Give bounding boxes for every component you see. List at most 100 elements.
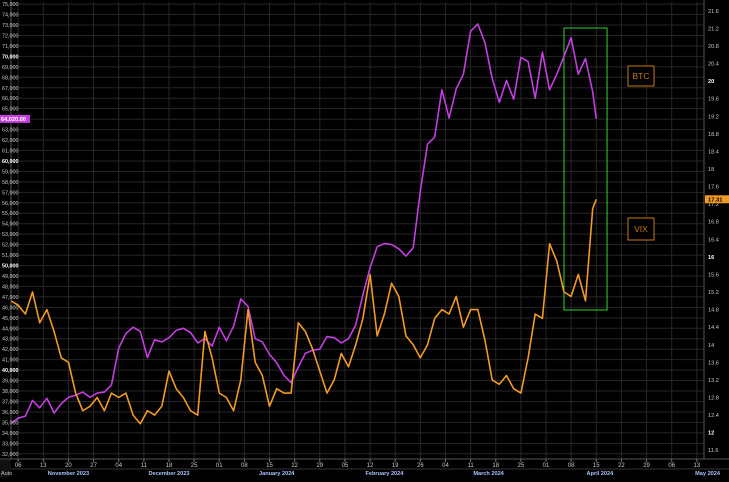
- right-axis-tick-label: 21.2: [708, 26, 719, 32]
- x-axis-month-label: March 2024: [473, 471, 504, 477]
- left-axis-tick-label: 38,000: [2, 389, 19, 395]
- x-axis-day-label: 13: [40, 463, 47, 469]
- x-axis-month-label: November 2023: [48, 471, 89, 477]
- x-axis-day-label: 20: [65, 463, 72, 469]
- left-axis-tick-label: 45,000: [2, 316, 19, 322]
- left-axis-tick-label: 52,000: [2, 243, 19, 249]
- series-labels: BTC VIX: [627, 65, 655, 241]
- left-axis-tick-label: 56,000: [2, 201, 19, 207]
- right-last-value-label: 17.31: [708, 198, 723, 204]
- auto-scale-label[interactable]: Auto: [1, 471, 12, 477]
- x-axis-day-label: 19: [392, 463, 399, 469]
- left-axis-tick-label: 39,000: [2, 379, 19, 385]
- right-axis-tick-label: 17.2: [708, 202, 719, 208]
- right-axis-tick-label: 20.8: [708, 44, 719, 50]
- left-axis-strip: [0, 0, 11, 459]
- right-last-value-badge: [705, 195, 729, 204]
- left-axis: 32,000 33,000 34,000 35,000 36,000 37,000 38,0…: [0, 0, 30, 459]
- left-axis-tick-label: 32,000: [2, 452, 19, 458]
- right-axis-tick-label: 15.2: [708, 290, 719, 296]
- right-axis-tick-label: 20.4: [708, 62, 719, 68]
- x-axis-day-label: 15: [593, 463, 600, 469]
- left-axis-tick-label: 33,000: [2, 441, 19, 447]
- right-axis-tick-label: 13.6: [708, 360, 719, 366]
- right-axis-tick-label: 18.8: [708, 132, 719, 138]
- series-label-vix: VIX: [634, 224, 648, 234]
- right-axis-tick-label: 19.2: [708, 114, 719, 120]
- left-axis-tick-label: 67,000: [2, 86, 19, 92]
- right-axis-tick-label: 16: [708, 255, 714, 261]
- left-axis-tick-label: 61,000: [2, 148, 19, 154]
- left-axis-tick-label: 34,000: [2, 431, 19, 437]
- highlight-rect: [563, 27, 608, 311]
- right-axis-tick-label: 12: [708, 431, 714, 437]
- x-axis-strip: [0, 459, 729, 477]
- left-axis-tick-label: 54,000: [2, 222, 19, 228]
- x-axis-day-label: 06: [15, 463, 22, 469]
- series-label-box-btc: [627, 65, 655, 87]
- x-axis-day-label: 06: [668, 463, 675, 469]
- x-axis-day-label: 12: [367, 463, 374, 469]
- x-axis-day-label: 15: [266, 463, 273, 469]
- left-axis-tick-label: 42,000: [2, 347, 19, 353]
- left-axis-tick-label: 68,000: [2, 75, 19, 81]
- left-axis-tick-label: 55,000: [2, 211, 19, 217]
- left-axis-tick-label: 60,000: [2, 159, 19, 165]
- x-axis-day-label: 11: [141, 463, 148, 469]
- right-axis-tick-label: 13.2: [708, 378, 719, 384]
- series-line-vix: [10, 199, 598, 425]
- x-axis-day-label: 05: [342, 463, 349, 469]
- x-axis-day-label: 13: [693, 463, 700, 469]
- x-axis-day-label: 29: [316, 463, 323, 469]
- right-axis: 11.6 12 12.4 12.8 13.2 13.6 14 14.4 14.8 15.2 15.6…: [703, 0, 729, 459]
- series-label-btc: BTC: [633, 71, 650, 81]
- left-axis-tick-label: 48,000: [2, 284, 19, 290]
- right-axis-tick-label: 16.8: [708, 220, 719, 226]
- right-axis-tick-label: 21.6: [708, 9, 719, 15]
- left-last-value-badge: [0, 114, 30, 123]
- left-axis-tick-label: 41,000: [2, 358, 19, 364]
- x-axis-day-label: 27: [90, 463, 97, 469]
- x-axis-month-label: April 2024: [586, 471, 614, 477]
- left-axis-tick-label: 47,000: [2, 295, 19, 301]
- x-axis-day-label: 25: [191, 463, 198, 469]
- left-axis-tick-label: 59,000: [2, 169, 19, 175]
- highlight-box: [563, 27, 608, 311]
- left-axis-tick-label: 44,000: [2, 326, 19, 332]
- left-axis-tick-label: 71,000: [2, 44, 19, 50]
- left-axis-tick-label: 46,000: [2, 305, 19, 311]
- left-axis-tick-label: 62,000: [2, 138, 19, 144]
- left-axis-tick-label: 35,000: [2, 420, 19, 426]
- left-axis-tick-label: 37,000: [2, 399, 19, 405]
- left-axis-tick-label: 50,000: [2, 264, 19, 270]
- right-axis-tick-label: 12.4: [708, 413, 719, 419]
- x-axis-day-label: 08: [241, 463, 248, 469]
- right-axis-tick-label: 15.6: [708, 272, 719, 278]
- x-axis-month-label: January 2024: [259, 471, 295, 477]
- right-axis-tick-label: 11.6: [708, 448, 718, 454]
- left-axis-tick-label: 69,000: [2, 65, 19, 71]
- right-axis-tick-label: 12.8: [708, 395, 719, 401]
- left-axis-tick-label: 57,000: [2, 190, 19, 196]
- series-lines: [10, 23, 598, 425]
- x-axis-day-label: 01: [543, 463, 550, 469]
- auto-scale-corner[interactable]: [0, 460, 11, 477]
- left-axis-tick-label: 63,000: [2, 128, 19, 134]
- right-axis-tick-label: 17.6: [708, 185, 719, 191]
- left-axis-tick-label: 51,000: [2, 253, 19, 259]
- left-axis-tick-label: 72,000: [2, 33, 19, 39]
- left-axis-tick-label: 58,000: [2, 180, 19, 186]
- x-axis-day-label: 18: [492, 463, 499, 469]
- left-axis-tick-label: 40,000: [2, 368, 19, 374]
- series-label-box-vix: [627, 217, 655, 241]
- left-axis-tick-label: 74,000: [2, 13, 19, 19]
- right-axis-strip: [704, 0, 729, 459]
- x-axis-day-label: 11: [467, 463, 474, 469]
- left-axis-tick-label: 53,000: [2, 232, 19, 238]
- series-line-btc: [10, 23, 598, 425]
- x-axis-day-label: 04: [115, 463, 122, 469]
- right-axis-tick-label: 19.6: [708, 97, 719, 103]
